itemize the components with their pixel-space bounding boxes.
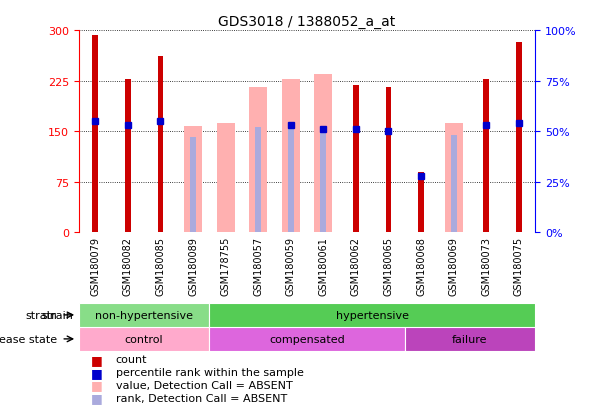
Bar: [444, 123, 463, 233]
Bar: [320, 128, 326, 233]
Text: percentile rank within the sample: percentile rank within the sample: [116, 367, 303, 377]
Text: GSM180059: GSM180059: [286, 236, 295, 295]
Bar: [282, 79, 300, 233]
Text: GSM178755: GSM178755: [221, 236, 230, 296]
Text: GSM180082: GSM180082: [123, 236, 133, 295]
Bar: [79, 303, 209, 327]
Text: non-hypertensive: non-hypertensive: [95, 310, 193, 320]
Text: ■: ■: [91, 392, 103, 404]
Bar: [288, 126, 294, 233]
Bar: [125, 79, 131, 233]
Text: GSM180069: GSM180069: [449, 236, 458, 295]
Bar: [92, 36, 98, 233]
Bar: [209, 327, 405, 351]
Text: value, Detection Call = ABSENT: value, Detection Call = ABSENT: [116, 380, 292, 390]
Text: control: control: [125, 334, 164, 344]
Bar: [249, 88, 267, 233]
Text: count: count: [116, 354, 147, 364]
Text: ■: ■: [91, 353, 103, 366]
Bar: [79, 327, 209, 351]
Bar: [418, 172, 424, 233]
Bar: [190, 138, 196, 233]
Bar: [405, 327, 535, 351]
Text: hypertensive: hypertensive: [336, 310, 409, 320]
Bar: [184, 126, 202, 233]
Text: strain: strain: [26, 310, 57, 320]
Text: strain: strain: [41, 310, 73, 320]
Bar: [483, 79, 489, 233]
Text: ■: ■: [91, 366, 103, 379]
Bar: [451, 136, 457, 233]
Bar: [314, 75, 333, 233]
Text: GSM180085: GSM180085: [156, 236, 165, 295]
Bar: [385, 88, 392, 233]
Text: GSM180079: GSM180079: [91, 236, 100, 295]
Bar: [157, 57, 164, 233]
Text: GSM180065: GSM180065: [384, 236, 393, 295]
Bar: [255, 128, 261, 233]
Text: GSM180057: GSM180057: [253, 236, 263, 295]
Text: disease state: disease state: [0, 334, 57, 344]
Bar: [516, 43, 522, 233]
Title: GDS3018 / 1388052_a_at: GDS3018 / 1388052_a_at: [218, 14, 396, 28]
Text: GSM180061: GSM180061: [319, 236, 328, 295]
Bar: [209, 303, 535, 327]
Bar: [353, 86, 359, 233]
Text: GSM180073: GSM180073: [481, 236, 491, 295]
Text: ■: ■: [91, 379, 103, 392]
Text: GSM180062: GSM180062: [351, 236, 361, 295]
Bar: [216, 123, 235, 233]
Text: GSM180075: GSM180075: [514, 236, 523, 295]
Text: compensated: compensated: [269, 334, 345, 344]
Text: failure: failure: [452, 334, 488, 344]
Text: rank, Detection Call = ABSENT: rank, Detection Call = ABSENT: [116, 393, 287, 403]
Text: GSM180089: GSM180089: [188, 236, 198, 295]
Text: GSM180068: GSM180068: [416, 236, 426, 295]
